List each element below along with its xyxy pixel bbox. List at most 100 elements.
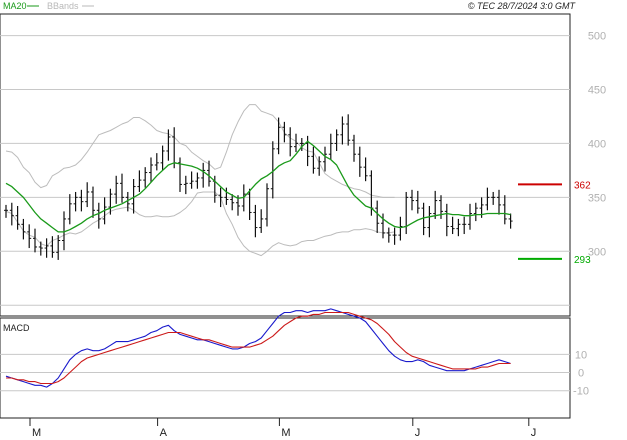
price-bar bbox=[398, 216, 403, 241]
price-bar bbox=[352, 134, 356, 162]
price-bar bbox=[294, 133, 298, 153]
price-bar bbox=[73, 191, 78, 212]
price-bar bbox=[363, 157, 368, 182]
price-bar bbox=[120, 173, 124, 203]
price-bar bbox=[4, 204, 8, 218]
price-bar bbox=[485, 187, 490, 211]
price-bar bbox=[270, 141, 275, 199]
price-bar bbox=[502, 195, 507, 225]
price-bar bbox=[114, 175, 119, 204]
macd-grid bbox=[0, 353, 570, 392]
price-bar bbox=[27, 224, 32, 249]
price-bar bbox=[392, 227, 397, 245]
x-axis: MAMJJA bbox=[29, 418, 537, 439]
ma20-line bbox=[5, 140, 511, 233]
price-bar bbox=[218, 187, 223, 208]
price-bar bbox=[154, 153, 159, 171]
chart-legend: MA20 BBands bbox=[3, 1, 94, 11]
bollinger-bands bbox=[5, 104, 395, 257]
month-label-0: M bbox=[32, 427, 41, 439]
price-bar bbox=[125, 191, 130, 212]
price-bar bbox=[427, 205, 432, 238]
price-frame bbox=[0, 13, 571, 317]
price-bar bbox=[230, 194, 235, 211]
price-bar bbox=[9, 202, 14, 226]
price-bar bbox=[410, 189, 414, 211]
bb-upper-line bbox=[5, 104, 395, 198]
price-bar bbox=[85, 182, 90, 208]
price-bar bbox=[247, 188, 252, 221]
price-bar bbox=[299, 138, 304, 151]
macd-tick-label-0: -10 bbox=[573, 386, 589, 398]
macd-panel bbox=[0, 317, 571, 419]
macd-axis: -10 0 10 bbox=[573, 349, 589, 397]
level-label-362: 362 bbox=[574, 180, 591, 191]
price-axis: 300 350 400 450 500 bbox=[588, 31, 606, 259]
price-bar bbox=[67, 194, 72, 225]
macd-series-0 bbox=[5, 308, 511, 388]
ma20-polyline bbox=[5, 140, 511, 233]
price-bar bbox=[224, 187, 229, 205]
macd-frame bbox=[0, 317, 571, 419]
price-bar bbox=[288, 127, 293, 157]
price-bar bbox=[50, 236, 55, 258]
price-bar bbox=[79, 189, 84, 212]
price-bar bbox=[444, 203, 449, 237]
price-tick-label-3: 450 bbox=[588, 85, 606, 97]
price-bar bbox=[253, 204, 258, 238]
price-bar bbox=[357, 146, 362, 177]
month-label-3: J bbox=[415, 427, 421, 439]
price-grid bbox=[0, 35, 570, 306]
month-label-4: J bbox=[531, 427, 537, 439]
price-bar bbox=[415, 190, 420, 214]
price-panel bbox=[0, 13, 571, 317]
price-bar bbox=[201, 162, 206, 188]
price-bar bbox=[386, 227, 391, 243]
price-tick-label-4: 500 bbox=[588, 31, 606, 43]
bb-lower-line bbox=[5, 191, 395, 257]
price-bar bbox=[259, 209, 264, 233]
price-bar bbox=[328, 133, 333, 160]
price-bar bbox=[473, 202, 478, 222]
level-label-293: 293 bbox=[574, 255, 591, 266]
price-bar bbox=[91, 186, 95, 218]
price-bar bbox=[497, 189, 501, 215]
price-bar bbox=[334, 129, 339, 151]
price-bar bbox=[166, 129, 171, 161]
price-tick-label-2: 400 bbox=[588, 138, 606, 150]
macd-title: MACD bbox=[3, 323, 30, 333]
price-bar bbox=[160, 145, 165, 171]
price-bar bbox=[62, 211, 66, 251]
price-bar bbox=[38, 241, 43, 256]
price-bar bbox=[265, 183, 269, 227]
price-bar bbox=[131, 179, 136, 214]
price-levels: 362 293 bbox=[518, 180, 591, 266]
price-bar bbox=[375, 200, 380, 233]
price-bar bbox=[282, 121, 287, 143]
price-bar bbox=[56, 235, 61, 260]
price-bar bbox=[491, 191, 496, 205]
macd-tick-label-2: 10 bbox=[575, 349, 587, 361]
price-bar bbox=[381, 213, 385, 239]
price-bar bbox=[508, 213, 513, 229]
macd-lines bbox=[5, 308, 511, 388]
price-bar bbox=[33, 228, 37, 253]
price-bar bbox=[323, 146, 327, 172]
price-bar bbox=[468, 203, 472, 230]
price-bar bbox=[456, 218, 461, 237]
price-bar bbox=[21, 218, 26, 240]
price-bar bbox=[317, 156, 322, 176]
legend-label-1: BBands bbox=[47, 1, 79, 11]
price-bar bbox=[96, 202, 101, 229]
price-bar bbox=[44, 238, 49, 258]
price-bar bbox=[276, 117, 281, 155]
price-bar bbox=[207, 160, 211, 187]
price-bar bbox=[346, 114, 351, 146]
price-bar bbox=[421, 202, 426, 236]
price-bar bbox=[183, 175, 188, 195]
macd-tick-label-1: 0 bbox=[578, 368, 584, 380]
month-label-2: M bbox=[281, 427, 290, 439]
price-bar bbox=[108, 188, 113, 215]
price-bar bbox=[178, 157, 182, 192]
price-bar bbox=[340, 116, 345, 145]
